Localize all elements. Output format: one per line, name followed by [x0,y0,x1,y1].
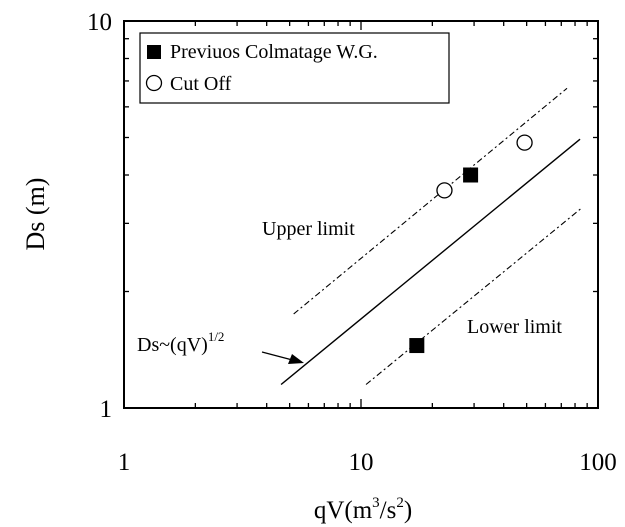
data-point-circle [516,134,533,151]
data-point-square [463,167,479,183]
annotation-lower-limit: Lower limit [467,316,562,338]
legend-marker-open-circle [145,74,163,92]
y-axis-title: Ds (m) [21,178,50,251]
axis-ticks [123,21,598,409]
x-axis-title-base: qV(m [314,497,373,524]
y-tick-label: 10 [87,9,112,36]
tick-labels: 1 10 100 1 10 [87,9,617,476]
annotation-upper-limit: Upper limit [262,218,355,240]
legend-marker-filled-square [147,45,161,59]
legend-label-1: Cut Off [170,73,232,95]
y-tick-label: 1 [100,396,113,423]
limit-line [365,206,583,385]
limit-line [293,87,568,315]
x-axis-title-mid: /s [380,497,397,524]
x-axis-title-end: ) [404,497,412,524]
legend-label-0: Previuos Colmatage W.G. [170,41,378,63]
x-tick-label: 10 [349,449,374,476]
data-markers [409,134,533,354]
annotation-trend: Ds~(qV)1/2 [137,329,224,356]
data-point-circle [436,182,453,199]
legend-frame [139,32,450,104]
data-point-square [409,338,425,354]
annotation-arrow-head [288,354,304,364]
x-tick-label: 100 [579,449,617,476]
trend-lines [280,87,583,386]
x-axis-title: qV(m3/s2) [314,495,412,524]
annotation-trend-base: Ds~(qV) [137,334,208,356]
x-axis-title-sup2: 2 [396,495,404,511]
legend: Previuos Colmatage W.G. Cut Off [139,32,450,104]
x-tick-label: 1 [118,449,131,476]
annotation-trend-exponent: 1/2 [208,329,225,344]
x-axis-title-sup1: 3 [372,495,380,511]
trend-line [280,138,581,386]
